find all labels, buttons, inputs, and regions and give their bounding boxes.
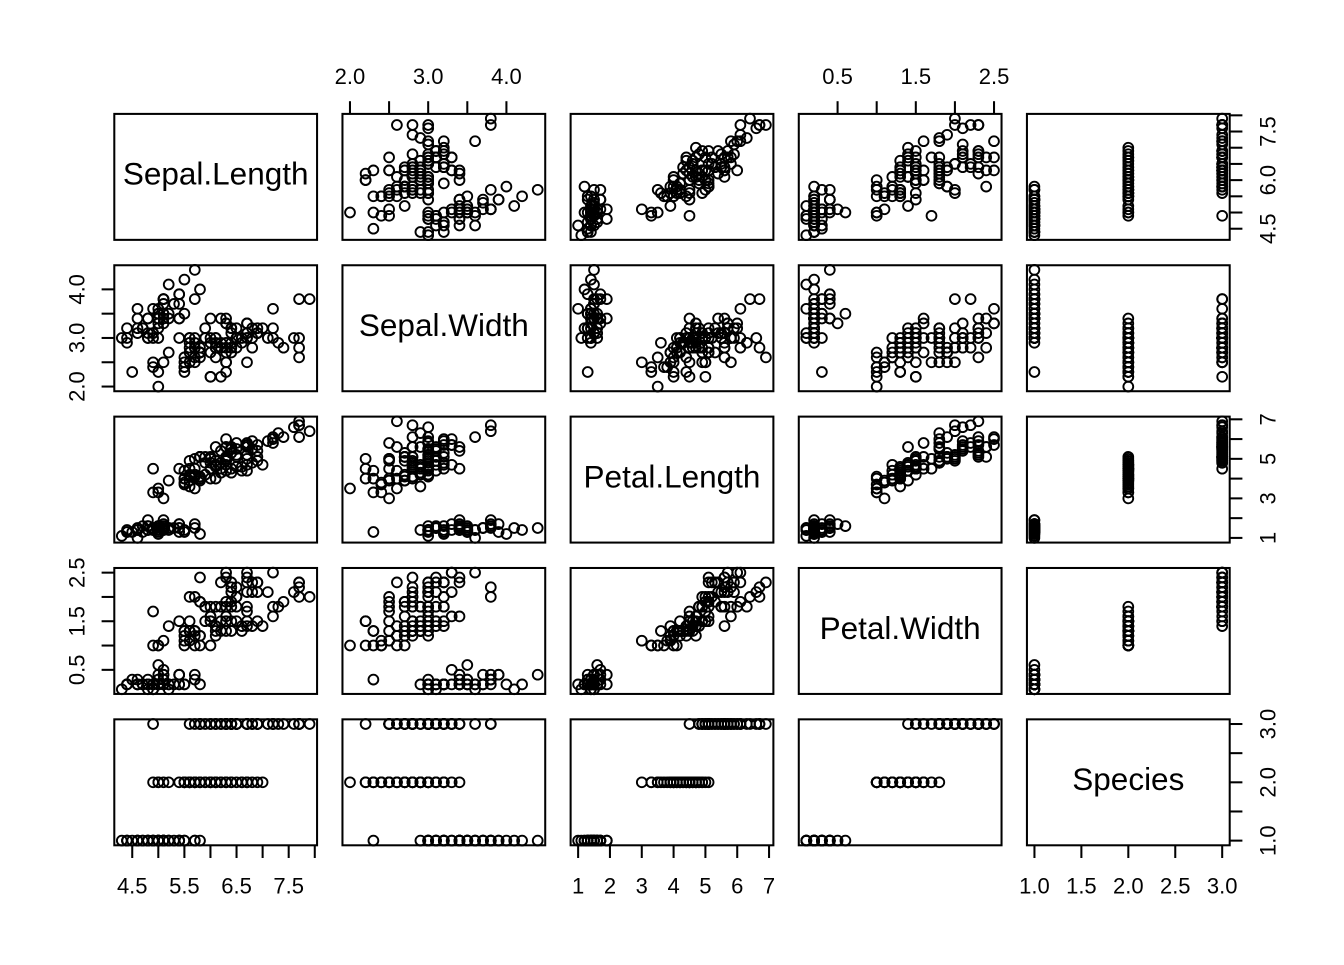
svg-text:4.0: 4.0 — [491, 64, 522, 89]
svg-text:Petal.Length: Petal.Length — [584, 458, 761, 494]
svg-text:4: 4 — [667, 874, 679, 899]
svg-text:3.0: 3.0 — [1256, 709, 1281, 740]
svg-text:7.5: 7.5 — [273, 874, 304, 899]
svg-text:3.0: 3.0 — [65, 323, 90, 354]
svg-text:6: 6 — [731, 874, 743, 899]
svg-text:2: 2 — [604, 874, 616, 899]
svg-text:5: 5 — [1256, 453, 1281, 465]
svg-text:0.5: 0.5 — [822, 64, 853, 89]
svg-text:2.5: 2.5 — [979, 64, 1010, 89]
svg-text:5.5: 5.5 — [169, 874, 200, 899]
svg-text:1.0: 1.0 — [1019, 874, 1050, 899]
svg-text:0.5: 0.5 — [65, 655, 90, 686]
svg-text:3.0: 3.0 — [413, 64, 444, 89]
svg-text:3: 3 — [1256, 492, 1281, 504]
svg-text:7: 7 — [763, 874, 775, 899]
svg-text:5: 5 — [699, 874, 711, 899]
svg-text:Petal.Width: Petal.Width — [820, 610, 981, 646]
svg-text:1: 1 — [572, 874, 584, 899]
svg-text:2.0: 2.0 — [335, 64, 366, 89]
svg-text:Sepal.Width: Sepal.Width — [359, 307, 529, 343]
svg-text:Species: Species — [1072, 761, 1184, 797]
svg-text:1.5: 1.5 — [65, 606, 90, 637]
svg-text:4.0: 4.0 — [65, 274, 90, 305]
svg-text:3: 3 — [636, 874, 648, 899]
svg-text:2.0: 2.0 — [1113, 874, 1144, 899]
svg-text:1: 1 — [1256, 532, 1281, 544]
svg-text:2.0: 2.0 — [1256, 767, 1281, 798]
svg-text:4.5: 4.5 — [1256, 213, 1281, 244]
svg-text:4.5: 4.5 — [117, 874, 148, 899]
svg-text:7.5: 7.5 — [1256, 116, 1281, 147]
svg-text:2.5: 2.5 — [65, 557, 90, 588]
svg-text:1.5: 1.5 — [1066, 874, 1097, 899]
svg-text:Sepal.Length: Sepal.Length — [123, 156, 309, 192]
svg-text:3.0: 3.0 — [1207, 874, 1238, 899]
svg-text:6.0: 6.0 — [1256, 165, 1281, 196]
svg-text:6.5: 6.5 — [221, 874, 252, 899]
svg-text:2.0: 2.0 — [65, 371, 90, 402]
svg-text:1.0: 1.0 — [1256, 825, 1281, 856]
svg-text:7: 7 — [1256, 413, 1281, 425]
svg-text:1.5: 1.5 — [901, 64, 932, 89]
svg-text:2.5: 2.5 — [1160, 874, 1191, 899]
